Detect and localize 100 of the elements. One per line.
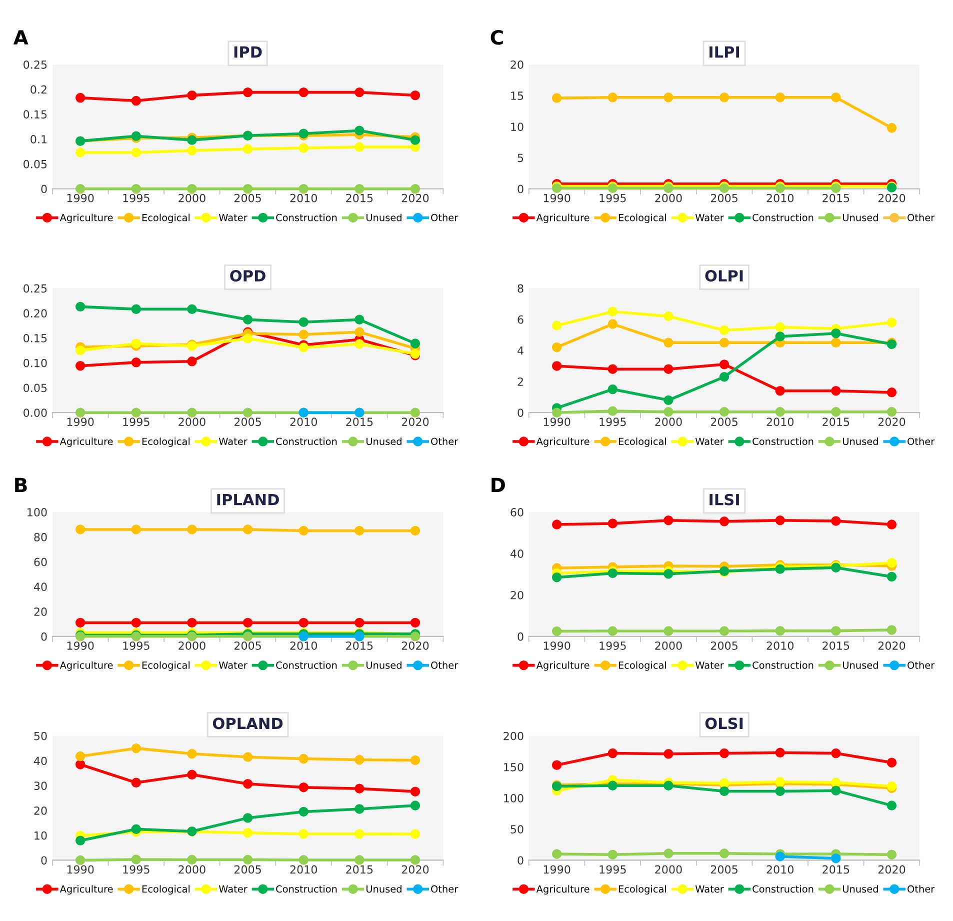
y-tick-label: 0.10 bbox=[24, 358, 47, 368]
point bbox=[608, 92, 618, 102]
x-tick-label: 2015 bbox=[822, 418, 850, 426]
point bbox=[354, 804, 364, 814]
y-tick-label: 0 bbox=[518, 856, 524, 865]
y-tick-label: 80 bbox=[34, 532, 47, 542]
legend-label: Unused bbox=[843, 661, 878, 669]
legend-label: Agriculture bbox=[536, 438, 590, 447]
legend-label: Ecological bbox=[618, 438, 666, 447]
legend-label: Ecological bbox=[142, 661, 190, 671]
y-tick-label: 0.2 bbox=[30, 85, 46, 94]
point bbox=[131, 778, 142, 788]
x-tick-label: 2020 bbox=[878, 418, 906, 426]
point bbox=[886, 558, 897, 568]
point bbox=[187, 146, 197, 156]
point bbox=[664, 92, 674, 102]
point bbox=[354, 87, 364, 98]
point bbox=[775, 748, 785, 758]
point bbox=[719, 325, 730, 336]
legend-label: Agriculture bbox=[536, 885, 590, 895]
x-tick-label: 2015 bbox=[822, 194, 850, 202]
point bbox=[298, 806, 308, 817]
x-tick-label: 1990 bbox=[67, 865, 94, 874]
point bbox=[886, 850, 897, 860]
point bbox=[831, 406, 841, 417]
y-tick-label: 0 bbox=[41, 632, 47, 641]
point bbox=[552, 361, 562, 371]
text: B bbox=[15, 478, 27, 492]
text: A bbox=[13, 30, 28, 44]
point bbox=[831, 748, 841, 758]
y-tick-label: 50 bbox=[510, 825, 524, 834]
point bbox=[298, 342, 308, 352]
point bbox=[410, 632, 420, 642]
point bbox=[187, 408, 197, 418]
y-tick-label: 20 bbox=[34, 608, 47, 616]
point bbox=[187, 770, 197, 780]
x-tick-label: 2020 bbox=[878, 865, 906, 874]
y-tick-label: 0 bbox=[41, 856, 47, 865]
point bbox=[831, 338, 841, 348]
point bbox=[242, 334, 253, 344]
point bbox=[187, 748, 197, 759]
point bbox=[886, 758, 897, 768]
y-tick-label: 40 bbox=[34, 756, 47, 766]
point bbox=[298, 526, 308, 536]
point bbox=[552, 520, 562, 530]
point bbox=[354, 126, 364, 136]
x-tick-label: 2005 bbox=[710, 418, 738, 426]
x-tick-label: 2000 bbox=[178, 194, 206, 202]
point bbox=[131, 408, 142, 418]
y-tick-label: 0.00 bbox=[24, 408, 47, 417]
legend-label: Agriculture bbox=[60, 438, 113, 447]
legend-label: Agriculture bbox=[60, 885, 113, 895]
x-tick-label: 2010 bbox=[290, 641, 317, 650]
y-tick-label: 20 bbox=[510, 60, 524, 69]
point bbox=[719, 406, 730, 417]
x-tick-label: 1995 bbox=[600, 194, 626, 202]
point bbox=[242, 618, 253, 628]
point bbox=[831, 786, 841, 796]
point bbox=[775, 626, 785, 636]
x-tick-label: 2015 bbox=[346, 865, 373, 874]
legend-label: Water bbox=[695, 438, 724, 446]
point bbox=[298, 330, 308, 340]
legend-label: Construction bbox=[276, 885, 337, 893]
point bbox=[664, 338, 674, 348]
x-tick-label: 1990 bbox=[544, 418, 570, 426]
point bbox=[886, 520, 897, 530]
legend-label: Ecological bbox=[618, 661, 666, 671]
x-tick-label: 2000 bbox=[178, 418, 206, 426]
x-tick-label: 2020 bbox=[402, 641, 429, 650]
point bbox=[187, 854, 197, 865]
point bbox=[410, 135, 420, 145]
point bbox=[298, 184, 308, 194]
point bbox=[410, 618, 420, 628]
legend-label: Water bbox=[218, 214, 248, 222]
point bbox=[75, 760, 86, 770]
point bbox=[187, 618, 197, 628]
point bbox=[242, 408, 253, 418]
x-tick-label: 2005 bbox=[234, 865, 261, 874]
text: D bbox=[492, 478, 505, 492]
x-tick-label: 2000 bbox=[655, 865, 682, 874]
point bbox=[298, 754, 308, 764]
point bbox=[131, 524, 142, 534]
chart-title: ILPI bbox=[710, 46, 740, 58]
point bbox=[552, 572, 562, 582]
point bbox=[75, 302, 86, 312]
point bbox=[886, 388, 897, 398]
legend-label: Ecological bbox=[142, 885, 190, 895]
legend-label: Unused bbox=[843, 885, 878, 893]
x-tick-label: 2005 bbox=[234, 194, 261, 202]
point bbox=[775, 386, 785, 396]
y-tick-label: 5 bbox=[518, 154, 524, 162]
point bbox=[608, 406, 618, 416]
chart-title: IPD bbox=[234, 46, 262, 58]
x-tick-label: 1995 bbox=[123, 865, 150, 874]
point bbox=[354, 855, 364, 865]
legend-label: Agriculture bbox=[60, 214, 113, 224]
point bbox=[75, 618, 86, 628]
point bbox=[131, 304, 142, 314]
point bbox=[886, 406, 897, 417]
y-tick-label: 0.05 bbox=[24, 160, 47, 168]
